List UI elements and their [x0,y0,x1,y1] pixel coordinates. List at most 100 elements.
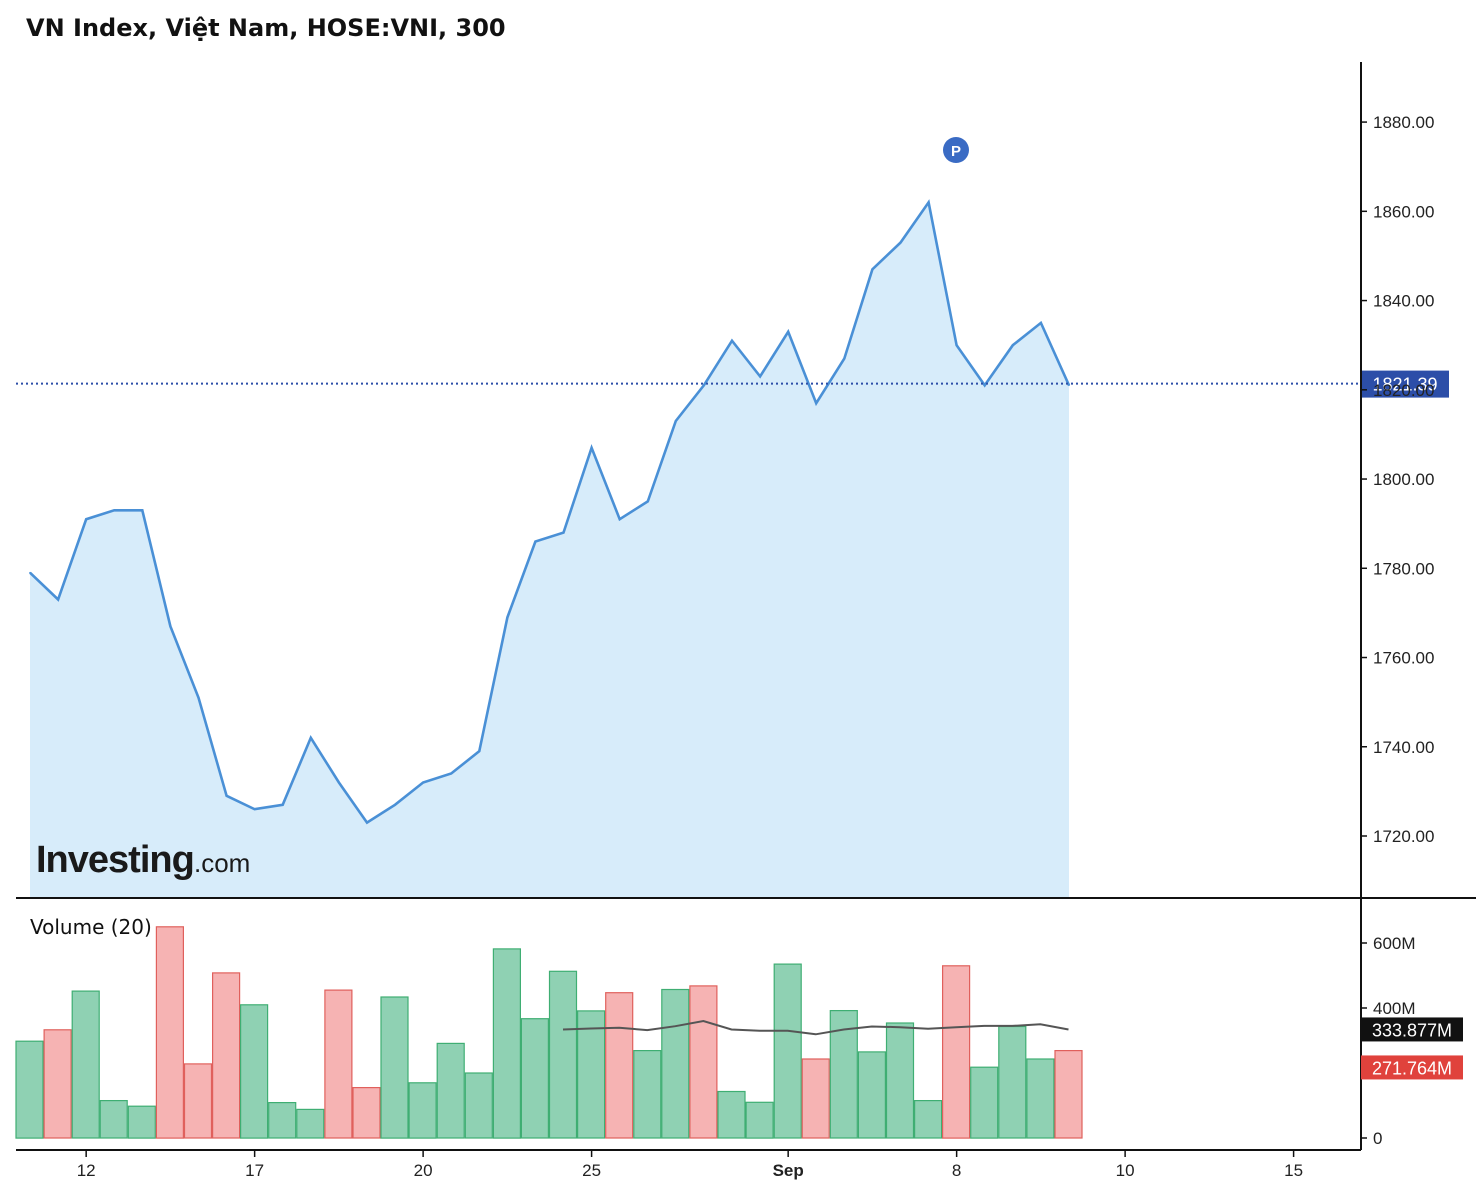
volume-bar [436,1042,465,1139]
volume-bar [661,988,690,1139]
price-tick-label: 1860.00 [1373,202,1434,221]
marker-p: P [943,137,969,163]
volume-bar [296,1108,325,1139]
price-point [113,509,115,512]
price-point [394,804,396,806]
price-point [310,737,312,739]
volume-bar [773,963,802,1139]
price-point [843,357,846,360]
volume-last-value: 271.764M [1372,1058,1452,1078]
volume-bar [99,1099,128,1139]
volume-bar [15,1040,44,1139]
volume-bar [492,948,521,1139]
volume-label: Volume (20) [30,915,152,939]
price-point [338,781,340,784]
volume-bar [408,1082,437,1139]
volume-bar [689,985,718,1139]
price-point [506,616,509,619]
volume-tick-label: 400M [1373,999,1416,1018]
current-price-tag [1361,370,1449,398]
volume-bar [857,1051,887,1139]
price-point [927,201,930,204]
x-tick-label: 12 [77,1161,96,1180]
volume-bar [633,1049,662,1139]
price-point [450,772,453,775]
volume-bar [605,992,634,1139]
volume-bar [998,1025,1027,1139]
price-point [703,384,705,387]
volume-bar [576,1010,606,1139]
volume-bar [352,1086,381,1139]
price-point [787,331,789,333]
volume-bar [324,989,353,1139]
price-tick-label: 1880.00 [1373,113,1434,132]
price-point [1068,384,1070,387]
price-point [85,518,87,520]
price-point [675,420,677,422]
volume-bar [43,1029,72,1139]
volume-bar [155,926,184,1139]
marker-letter: P [951,143,961,160]
price-tick-label: 1800.00 [1373,470,1434,489]
current-price-label: 1821.39 [1372,375,1437,395]
price-area-fill [30,202,1069,897]
investing-logo: Investing .com [36,839,250,881]
price-point [618,518,621,520]
volume-tick-label: 0 [1373,1129,1382,1148]
price-point [281,804,284,806]
x-tick-label: 17 [245,1161,264,1180]
x-tick-label: 10 [1116,1161,1135,1180]
volume-ma-line [562,1019,1069,1036]
x-tick-label: 8 [952,1161,961,1180]
x-tick-label: 15 [1284,1161,1303,1180]
price-tick-label: 1840.00 [1373,292,1434,311]
volume-ma-tag [1361,1017,1463,1042]
volume-bar [745,1101,774,1139]
price-point [955,344,958,347]
price-point [871,268,874,271]
price-tick-label: 1780.00 [1373,559,1434,578]
volume-tick-label: 600M [1373,934,1416,953]
price-area-layer: P [29,137,1071,897]
price-line [29,199,1071,825]
volume-bar [380,996,409,1139]
price-tick-label: 1740.00 [1373,738,1434,757]
logo-brand: Investing [36,839,194,881]
volume-ma-value: 333.877M [1372,1020,1452,1040]
volume-last-tag [1361,1055,1463,1080]
price-tick-label: 1720.00 [1373,827,1434,846]
price-point [815,402,817,405]
price-point [197,696,200,699]
price-point [141,509,144,512]
volume-bar [268,1101,297,1139]
volume-bar [71,990,100,1139]
price-point [534,540,537,543]
x-tick-label: Sep [773,1161,804,1180]
volume-bar [127,1105,156,1139]
volume-bar [913,1099,943,1139]
price-point [1012,344,1014,347]
volume-bar [717,1090,746,1139]
chart-title: VN Index, Việt Nam, HOSE:VNI, 300 [26,14,506,42]
volume-bar [970,1066,999,1139]
volume-bars-layer [15,926,1083,1139]
price-point [225,795,228,797]
volume-bar [1054,1049,1083,1139]
price-point [169,625,172,628]
price-point [253,808,256,810]
price-point [478,750,481,752]
price-point [759,375,761,378]
x-tick-label: 20 [414,1161,433,1180]
volume-bar [885,1022,915,1139]
price-point [422,781,424,784]
price-point [590,447,593,449]
volume-bar [240,1004,269,1139]
volume-bar [1026,1058,1055,1139]
volume-bar [212,972,241,1139]
current-price-line-layer: 1821.39 [16,370,1449,398]
price-point [899,241,902,244]
x-axis: 12 17 20 25 Sep 8 10 15 [16,1149,1361,1180]
price-point [57,598,59,601]
